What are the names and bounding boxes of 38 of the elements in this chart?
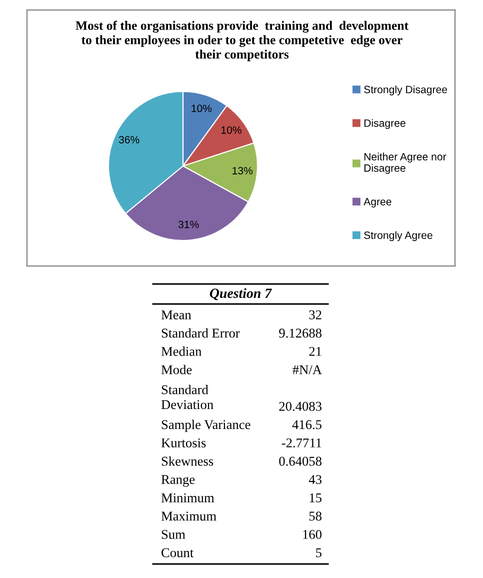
legend-label: Strongly Disagree — [364, 86, 448, 96]
text: Standard Error — [162, 328, 240, 338]
text: Sum — [162, 530, 186, 539]
text: 20.4083 — [279, 402, 322, 411]
text: #N/A — [292, 365, 322, 374]
text: 58 — [309, 512, 322, 521]
chart-title: Most of the organisations provide training and development to their employees in oder to get the competetive edge over their competitors — [76, 20, 408, 62]
text: 43 — [308, 475, 322, 484]
text: 15 — [310, 493, 322, 502]
data-label: 10% — [192, 104, 212, 112]
text: Standard Deviation — [161, 384, 214, 410]
text: Count — [162, 548, 194, 558]
legend-label: Disagree — [364, 119, 406, 129]
legend-label: Neither Agree nor Disagree — [364, 152, 446, 174]
text: 5 — [316, 548, 322, 558]
text: Question 7 — [210, 288, 272, 300]
text: 416.5 — [292, 420, 322, 430]
data-label: 10% — [221, 126, 242, 134]
text: Mean — [161, 310, 192, 320]
text: Median — [161, 346, 202, 356]
text: Sample Variance — [162, 420, 250, 432]
data-label: 31% — [178, 220, 199, 228]
legend-label: Strongly Agree — [364, 231, 432, 242]
legend-label: Agree — [364, 198, 392, 208]
text: Kurtosis — [161, 438, 206, 448]
text: Maximum — [161, 512, 216, 521]
text: 21 — [309, 346, 322, 356]
text: Minimum — [161, 493, 214, 502]
text: Skewness — [162, 456, 214, 466]
text: 32 — [309, 310, 322, 320]
text: -2.7711 — [282, 438, 322, 448]
text: 0.64058 — [279, 456, 322, 466]
data-label: 13% — [232, 166, 253, 174]
text: Range — [161, 475, 195, 487]
text: 160 — [303, 530, 322, 539]
data-label: 36% — [118, 136, 140, 144]
text: 9.12688 — [279, 328, 322, 338]
text: Mode — [161, 364, 192, 374]
